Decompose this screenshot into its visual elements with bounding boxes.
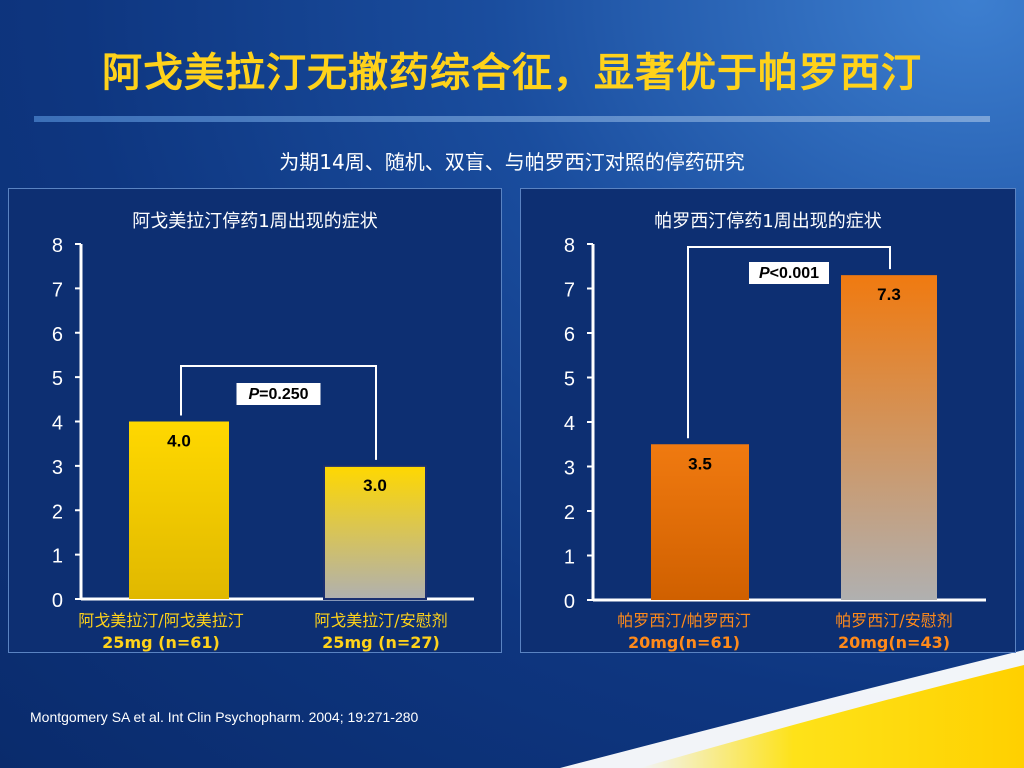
citation: Montgomery SA et al. Int Clin Psychophar… bbox=[30, 709, 419, 725]
bar-value-label: 3.0 bbox=[363, 476, 387, 495]
y-tick-label: 1 bbox=[52, 546, 63, 568]
chart-panel-paroxetine: 帕罗西汀停药1周出现的症状 0 1 2 3 4 5 6 7 8 3.5 7.3 帕罗西汀/帕罗西汀 20… bbox=[520, 188, 1016, 653]
category-label: 20mg(n=61) bbox=[628, 633, 740, 652]
significance-bracket bbox=[687, 246, 891, 439]
y-tick-label: 8 bbox=[52, 235, 63, 257]
y-tick-label: 1 bbox=[564, 547, 575, 569]
y-tick-label: 6 bbox=[564, 324, 575, 346]
y-tick-label: 5 bbox=[52, 368, 63, 390]
category-label: 阿戈美拉汀/安慰剂 bbox=[314, 611, 447, 630]
bar bbox=[129, 421, 229, 599]
y-tick-label: 0 bbox=[564, 591, 575, 613]
bar-chart-paroxetine: 0 1 2 3 4 5 6 7 8 3.5 7.3 帕罗西汀/帕罗西汀 20mg(n=61) 帕罗西汀/安… bbox=[564, 235, 986, 652]
bar-value-label: 7.3 bbox=[877, 285, 901, 304]
y-tick-label: 3 bbox=[52, 457, 63, 479]
p-value-label: P<0.001 bbox=[759, 265, 819, 282]
y-tick-label: 8 bbox=[564, 235, 575, 257]
category-label: 阿戈美拉汀/阿戈美拉汀 bbox=[78, 611, 243, 630]
category-label: 帕罗西汀/帕罗西汀 bbox=[617, 611, 750, 630]
category-label: 25mg (n=61) bbox=[102, 633, 220, 652]
p-value-label: P=0.250 bbox=[248, 386, 308, 403]
bar bbox=[841, 275, 937, 600]
y-tick-label: 4 bbox=[564, 413, 575, 435]
slide-title: 阿戈美拉汀无撤药综合征，显著优于帕罗西汀 bbox=[102, 50, 922, 96]
significance-bracket bbox=[180, 365, 377, 460]
slide-subtitle: 为期14周、随机、双盲、与帕罗西汀对照的停药研究 bbox=[279, 150, 745, 174]
bar bbox=[651, 444, 749, 600]
chart-title: 帕罗西汀停药1周出现的症状 bbox=[654, 211, 882, 232]
p-value-background bbox=[236, 383, 321, 405]
y-tick-label: 5 bbox=[564, 369, 575, 391]
y-tick-label: 2 bbox=[564, 502, 575, 524]
y-tick-label: 2 bbox=[52, 501, 63, 523]
bar-value-label: 4.0 bbox=[167, 432, 191, 451]
bar bbox=[323, 464, 427, 600]
y-tick-label: 7 bbox=[564, 280, 575, 302]
title-divider bbox=[34, 116, 990, 122]
y-tick-label: 3 bbox=[564, 458, 575, 480]
bar-value-label: 3.5 bbox=[688, 454, 712, 473]
category-label: 帕罗西汀/安慰剂 bbox=[835, 611, 952, 630]
chart-title: 阿戈美拉汀停药1周出现的症状 bbox=[132, 211, 378, 232]
category-label: 20mg(n=43) bbox=[838, 633, 950, 652]
category-label: 25mg (n=27) bbox=[322, 633, 440, 652]
bar-chart-agomelatine: 0 1 2 3 4 5 6 7 8 4.0 3.0 阿戈美拉汀/阿戈美拉汀 25mg (n=61) 阿戈美… bbox=[52, 235, 474, 652]
y-tick-label: 7 bbox=[52, 279, 63, 301]
y-tick-label: 0 bbox=[52, 590, 63, 612]
y-tick-label: 4 bbox=[52, 413, 63, 435]
chart-panel-agomelatine: 阿戈美拉汀停药1周出现的症状 0 1 2 3 4 5 6 7 8 4.0 3.0 阿戈美拉汀/阿戈美拉… bbox=[8, 188, 502, 653]
y-tick-label: 6 bbox=[52, 324, 63, 346]
p-value-background bbox=[749, 262, 829, 284]
